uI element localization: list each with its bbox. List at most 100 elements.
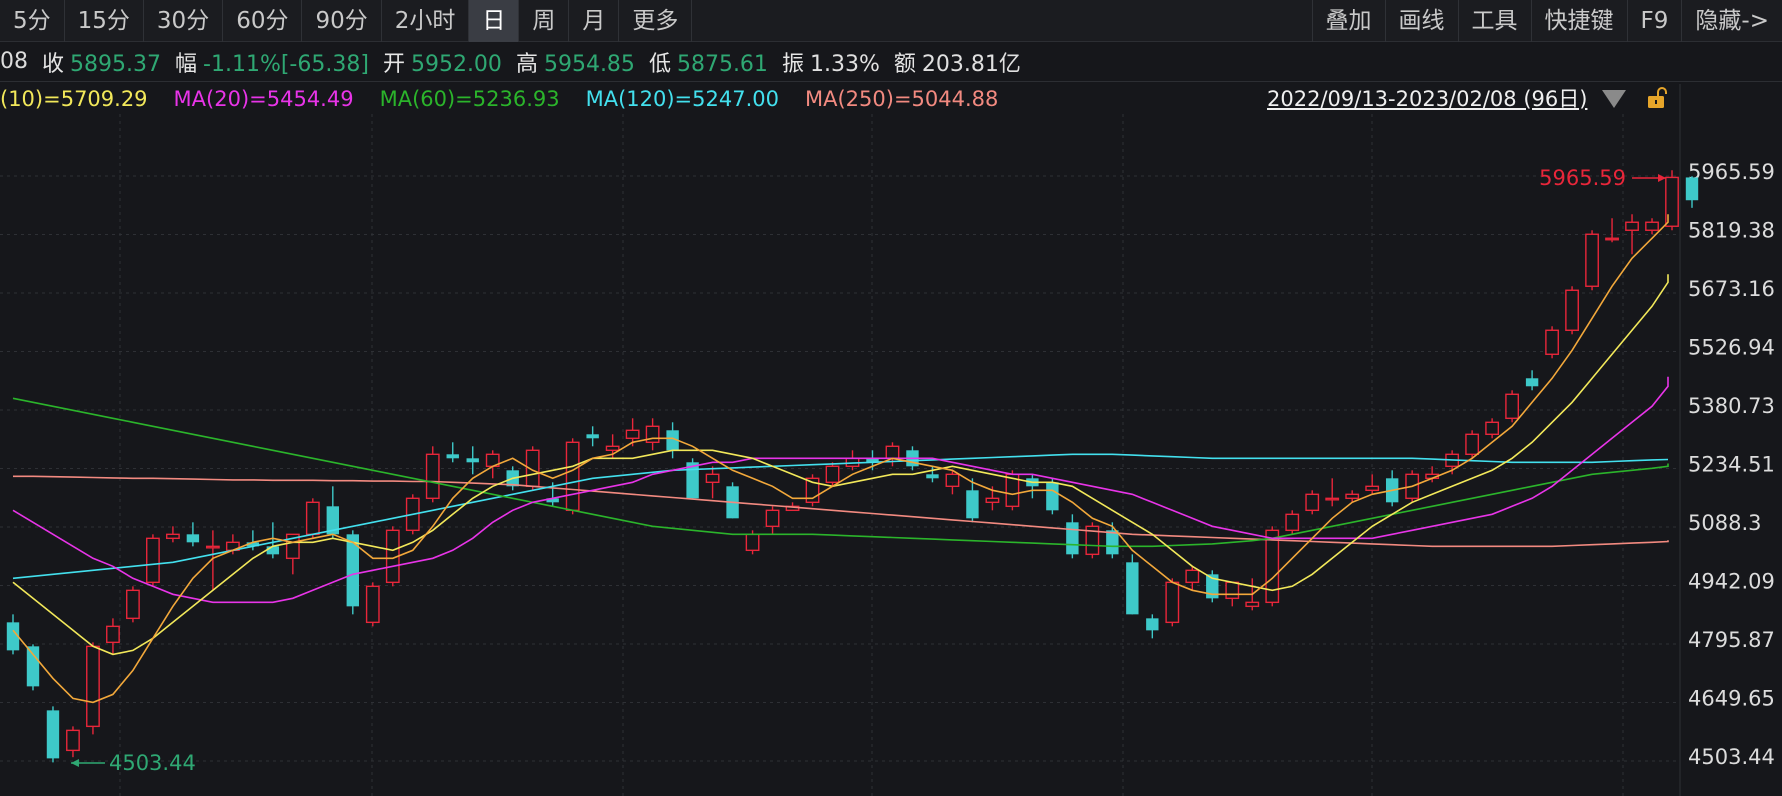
date-range-selector[interactable]: 2022/09/13-2023/02/08 (96日) [1267,87,1588,111]
candle-body [1165,581,1180,624]
candle-body [46,710,60,759]
period-button-9[interactable]: 更多 [619,0,693,42]
candle-body [705,473,720,484]
ma60-legend: MA(60)=5236.93 [379,87,560,111]
period-button-2[interactable]: 30分 [144,0,224,42]
candle-body [605,445,620,452]
y-tick-label: 5088.3 [1688,511,1761,535]
period-button-0[interactable]: 5分 [0,0,65,42]
amplitude-label: 振 [781,51,804,77]
period-button-8[interactable]: 月 [569,0,620,42]
y-tick-label: 5819.38 [1688,218,1775,242]
candle-body [1625,221,1639,231]
high-value: 5954.85 [543,51,635,77]
ma10-legend: (10)=5709.29 [0,87,148,111]
candle-body [186,534,200,543]
min-annotation: 4503.44 [109,751,196,775]
y-tick-label: 5673.16 [1688,277,1775,301]
candle-body [586,434,599,439]
candle-body [745,533,760,552]
tool-button-0[interactable]: 叠加 [1311,0,1385,42]
candle-body [6,622,20,651]
min-arrow-head [70,759,79,767]
high-label: 高 [515,51,538,77]
low-value: 5875.61 [676,51,768,77]
candle-body [86,645,100,728]
candle-body [1565,289,1579,331]
ma250-legend: MA(250)=5044.88 [805,87,999,111]
period-toolbar: 5分 15分 30分 60分 90分 2小时日周月更多 叠加 画线 工具 快捷键 F9 隐藏-> [0,0,1782,42]
candle-body [625,429,640,439]
ma5-line [12,214,1669,704]
y-tick-label: 5234.51 [1688,453,1775,477]
period-button-4[interactable]: 90分 [302,0,382,42]
period-button-1[interactable]: 15分 [65,0,144,42]
period-button-3[interactable]: 60分 [223,0,303,42]
ma-legend: (10)=5709.29 MA(20)=5454.49 MA(60)=5236.… [0,84,1024,114]
candle-body [205,545,220,549]
low-label: 低 [648,51,671,77]
dropdown-triangle-icon[interactable] [1602,90,1626,108]
period-button-5[interactable]: 2小时 [382,0,470,42]
candle-body [1146,618,1159,631]
candle-body [466,458,479,463]
candle-body [1545,329,1559,355]
candle-body [1126,562,1139,615]
candle-body [126,589,140,620]
candle-body [926,474,939,479]
candle-body [966,490,979,519]
y-tick-label: 4503.44 [1688,745,1775,769]
candle-body [1685,177,1699,201]
y-tick-label: 4942.09 [1688,569,1775,593]
candle-body [146,537,160,584]
open-label: 开 [382,51,405,77]
candle-body [425,453,440,500]
change-value: -1.11%[-65.38] [203,51,369,77]
candle-body [1245,601,1260,608]
ma20-line [12,376,1669,604]
candle-body [1085,525,1100,556]
quote-date-tail: 08 [0,49,28,74]
candle-body [1525,378,1539,387]
candle-body [1365,485,1380,492]
candle-body [666,430,679,451]
amount-value: 203.81亿 [921,51,1021,77]
candle-body [166,533,180,540]
close-label: 收 [42,51,65,77]
tool-button-3[interactable]: 快捷键 [1530,0,1627,42]
candle-body [1106,530,1119,555]
change-label: 幅 [175,51,198,77]
y-tick-label: 4649.65 [1688,687,1775,711]
quote-bar: 08 收 5895.37 幅 -1.11%[-65.38] 开 5952.00 高 59… [0,42,1782,82]
open-value: 5952.00 [410,51,502,77]
period-buttons: 5分 15分 30分 60分 90分 2小时日周月更多 [0,0,693,42]
candle-body [686,462,699,499]
y-tick-label: 4795.87 [1688,628,1775,652]
lock-icon[interactable] [1645,86,1669,110]
ma120-legend: MA(120)=5247.00 [585,87,779,111]
candle-body [866,458,879,463]
candle-body [1185,569,1200,584]
tool-button-4[interactable]: F9 [1626,0,1682,42]
period-button-6[interactable]: 日 [469,0,520,42]
close-value: 5895.37 [70,51,161,77]
candle-body [1665,176,1679,227]
y-tick-label: 5965.59 [1688,160,1775,184]
candle-body [1345,493,1360,500]
candle-body [305,501,320,536]
candle-body [565,441,580,512]
candle-body [1645,221,1659,231]
candle-body [1465,433,1480,456]
tool-button-2[interactable]: 工具 [1457,0,1531,42]
candle-body [546,498,559,503]
candle-body [825,465,840,484]
candle-body [885,445,900,460]
tool-button-1[interactable]: 画线 [1384,0,1458,42]
tool-button-5[interactable]: 隐藏-> [1681,0,1782,42]
period-button-7[interactable]: 周 [519,0,570,42]
candle-body [266,546,280,555]
candle-body [1485,421,1500,435]
candle-body [1066,522,1079,555]
max-arrow-head [1658,174,1667,182]
